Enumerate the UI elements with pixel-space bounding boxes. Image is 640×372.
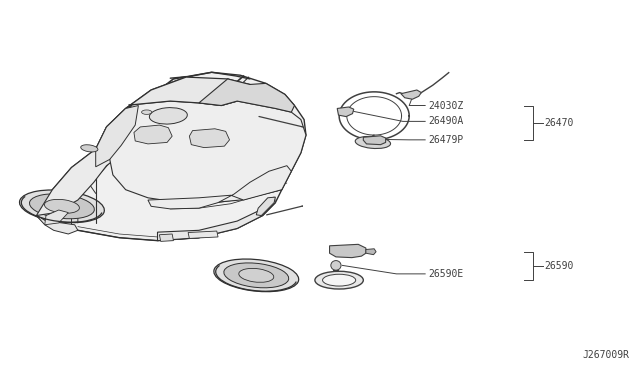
Polygon shape xyxy=(36,101,228,215)
Ellipse shape xyxy=(214,259,299,292)
Ellipse shape xyxy=(315,271,364,289)
Text: J267009R: J267009R xyxy=(582,350,629,359)
Text: 26479P: 26479P xyxy=(428,135,463,145)
Polygon shape xyxy=(106,77,253,127)
Polygon shape xyxy=(366,249,376,255)
Ellipse shape xyxy=(355,137,390,148)
Polygon shape xyxy=(157,197,275,241)
Polygon shape xyxy=(199,79,294,112)
Ellipse shape xyxy=(224,263,289,288)
Polygon shape xyxy=(188,231,218,238)
Polygon shape xyxy=(134,125,172,144)
Text: 26470: 26470 xyxy=(544,118,573,128)
Ellipse shape xyxy=(29,194,94,219)
Polygon shape xyxy=(401,90,421,99)
Polygon shape xyxy=(189,129,230,148)
Polygon shape xyxy=(36,215,78,234)
Ellipse shape xyxy=(19,190,104,222)
Polygon shape xyxy=(159,234,173,241)
Text: 26590E: 26590E xyxy=(428,269,463,279)
Ellipse shape xyxy=(81,145,98,152)
Ellipse shape xyxy=(331,260,341,270)
Text: 26490A: 26490A xyxy=(428,116,463,126)
Text: 26590: 26590 xyxy=(544,261,573,271)
Polygon shape xyxy=(364,136,386,145)
Polygon shape xyxy=(337,107,354,116)
Ellipse shape xyxy=(323,274,356,286)
Polygon shape xyxy=(108,101,306,205)
Polygon shape xyxy=(330,244,366,258)
Polygon shape xyxy=(36,72,306,241)
Ellipse shape xyxy=(44,199,79,213)
Polygon shape xyxy=(96,106,138,167)
Polygon shape xyxy=(148,166,291,209)
Ellipse shape xyxy=(239,268,274,282)
Polygon shape xyxy=(45,210,68,225)
Text: 24030Z: 24030Z xyxy=(428,100,463,110)
Ellipse shape xyxy=(149,108,188,124)
Ellipse shape xyxy=(141,110,152,114)
Polygon shape xyxy=(256,197,275,215)
